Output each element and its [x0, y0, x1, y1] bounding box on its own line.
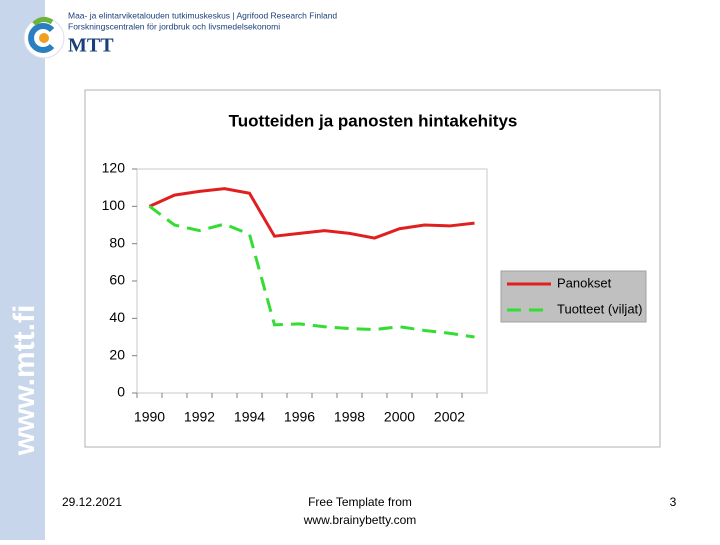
- x-tick-label: 1994: [234, 409, 265, 425]
- x-tick-label: 1998: [334, 409, 365, 425]
- y-tick-label: 120: [102, 160, 126, 176]
- footer-credit: www.brainybetty.com: [303, 513, 416, 527]
- chart-frame: [84, 89, 661, 448]
- x-tick-label: 1992: [184, 409, 215, 425]
- series-line: [148, 187, 475, 240]
- y-tick-label: 20: [109, 346, 125, 362]
- legend-box: [500, 270, 647, 323]
- x-tick-label: 2002: [434, 409, 465, 425]
- x-tick-label: 2000: [384, 409, 415, 425]
- x-tick-label: 1990: [134, 409, 165, 425]
- y-tick-label: 0: [117, 384, 125, 400]
- footer-date: 29.12.2021: [62, 495, 122, 509]
- org-line: Maa- ja elintarviketalouden tutkimuskesk…: [68, 10, 337, 20]
- side-text: www.mtt.fi: [8, 305, 41, 457]
- footer-credit: Free Template from: [308, 495, 412, 509]
- y-tick-label: 80: [109, 234, 125, 250]
- y-tick-label: 60: [109, 272, 125, 288]
- y-tick-label: 40: [109, 309, 125, 325]
- x-tick-label: 1996: [284, 409, 315, 425]
- legend-label: Panokset: [557, 275, 612, 290]
- chart-title: Tuotteiden ja panosten hintakehitys: [229, 111, 518, 130]
- logo-text: MTT: [68, 35, 114, 57]
- y-tick-label: 100: [102, 197, 126, 213]
- org-line: Forskningscentralen för jordbruk och liv…: [68, 21, 280, 31]
- side-strip: [0, 0, 45, 540]
- legend-label: Tuotteet (viljat): [557, 301, 643, 316]
- logo: [23, 16, 65, 59]
- page-number: 3: [670, 495, 677, 509]
